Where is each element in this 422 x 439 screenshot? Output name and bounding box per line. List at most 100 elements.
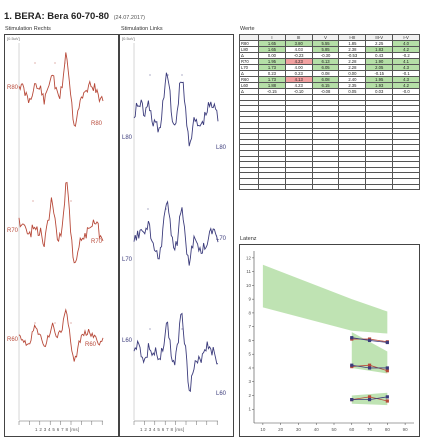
unit-label-left: [0.5uV]	[122, 36, 135, 41]
report-date: (24.07.2017)	[113, 15, 145, 21]
values-empty-row	[239, 144, 420, 151]
values-empty-cell	[392, 99, 420, 107]
y-tick-label: 1	[248, 407, 251, 412]
x-tick-label: 70	[367, 427, 373, 432]
x-tick-label: 60	[349, 427, 355, 432]
normal-band-iii	[351, 332, 388, 374]
panel-title-left: Stimulation Links	[121, 26, 163, 32]
values-empty-cell	[239, 99, 259, 107]
trace-r70	[18, 181, 104, 264]
y-tick-label: 9	[248, 297, 251, 302]
values-empty-cell	[239, 183, 259, 191]
values-empty-row	[239, 110, 420, 118]
values-empty-cell	[392, 105, 420, 112]
x-tick-label: 90	[403, 427, 409, 432]
values-empty-cell	[392, 94, 420, 101]
values-empty-cell	[258, 183, 286, 191]
values-empty-cell	[311, 183, 340, 191]
values-row: L60 1.88 4.23 6.15 2.35 1.93 4.2	[239, 82, 420, 89]
report-title-text: 1. BERA: Bera 60-70-80	[4, 11, 110, 22]
latency-point	[367, 363, 372, 367]
waveforms-left	[133, 43, 219, 425]
values-empty-cell	[392, 183, 420, 191]
normal-band-i	[262, 264, 388, 334]
values-empty-cell	[239, 94, 259, 101]
values-row: R80 1.65 3.80 5.55 1.85 2.25 4.0	[239, 40, 420, 47]
values-row-label: Δ	[239, 88, 259, 95]
values-row: R70 1.95 4.23 6.13 2.28 1.90 4.1	[239, 58, 420, 65]
x-tick-label: 80	[385, 427, 391, 432]
y-tick-label: 5	[248, 352, 251, 357]
x-tick-label: 20	[278, 427, 284, 432]
values-row: L80 1.65 4.03 5.85 2.38 1.83 4.2	[239, 46, 420, 53]
x-tick-label: 30	[296, 427, 302, 432]
x-tick-label: 10	[260, 427, 266, 432]
y-tick-label: 4	[248, 365, 251, 370]
report-title: 1. BERA: Bera 60-70-80 (24.07.2017)	[4, 11, 145, 22]
values-row: Δ -0.15 -0.10 -0.08 0.05 0.03 -0.0	[239, 88, 420, 95]
latency-point	[367, 366, 372, 370]
y-tick-label: 8	[248, 310, 251, 315]
latency-point	[385, 399, 389, 403]
trace-r60	[18, 308, 104, 362]
latency-point	[385, 395, 389, 399]
trace-label-r60-right: R60	[85, 342, 97, 348]
panel-title-right: Stimulation Rechts	[5, 26, 51, 32]
values-empty-cell	[365, 183, 394, 191]
values-title: Werte	[240, 26, 255, 32]
values-empty-row	[239, 116, 420, 123]
y-tick-label: 3	[248, 379, 251, 384]
unit-label-right: [0.5uV]	[7, 36, 20, 41]
values-empty-cell	[239, 116, 259, 123]
latency-chart-panel: 1 2 3 4 5 6 7 8 9 10 11 12 10 20 30 40 50 60 70 80 90	[239, 244, 420, 437]
y-tick-label: 10	[246, 283, 252, 288]
y-tick-label: 7	[248, 324, 251, 329]
latency-point	[367, 398, 372, 402]
trace-label-l80-left: L80	[122, 135, 133, 141]
values-empty-cell	[239, 105, 259, 112]
trace-l60	[133, 312, 219, 393]
trace-label-r80-left: R80	[7, 85, 19, 91]
y-tick-label: 12	[246, 255, 252, 260]
latency-point	[385, 366, 389, 370]
latency-point	[350, 336, 354, 340]
values-table-wrap: I III V I-III III-V I-V R80 1.65 3.80 5.55 1.85 2.…	[239, 34, 420, 191]
trace-label-r60-left: R60	[7, 337, 19, 343]
values-empty-cell	[338, 183, 367, 191]
values-empty-row	[239, 94, 420, 101]
y-tick-label: 6	[248, 338, 251, 343]
trace-l70	[133, 200, 219, 266]
trace-label-r80-right: R80	[91, 121, 103, 127]
values-empty-row	[239, 138, 420, 146]
values-empty-cell	[239, 110, 259, 118]
latency-point	[385, 369, 389, 373]
values-table: I III V I-III III-V I-V R80 1.65 3.80 5.55 1.85 2.…	[239, 34, 420, 191]
values-empty-row	[239, 105, 420, 112]
values-empty-row	[239, 122, 420, 129]
values-empty-row	[239, 183, 420, 191]
latency-point	[350, 363, 354, 367]
values-empty-row	[239, 166, 420, 174]
time-axis-right: 1 2 3 4 5 6 7 8 [ms]	[35, 427, 80, 432]
stimulation-right-panel: [0.5uV] R80 R80 R70 R70 R60 R60 1 2 3 4 …	[4, 34, 119, 437]
x-tick-label: 40	[314, 427, 320, 432]
values-empty-row	[239, 99, 420, 107]
trace-label-l80-right: L80	[216, 145, 227, 151]
latency-point	[385, 340, 389, 345]
trace-l80	[133, 72, 219, 147]
y-tick-label: 11	[246, 269, 251, 274]
trace-label-l60-left: L60	[122, 338, 133, 344]
latency-point	[367, 338, 372, 343]
values-empty-cell	[392, 116, 420, 123]
waveforms-right	[18, 43, 104, 425]
values-empty-cell	[392, 122, 420, 129]
y-tick-label: 2	[248, 393, 251, 398]
latency-point	[367, 395, 372, 399]
stimulation-left-panel: [0.5uV] L80 L80 L70 L70 L60 L60 1 2 3 4 …	[119, 34, 234, 437]
trace-label-r70-right: R70	[91, 239, 103, 245]
trace-label-l70-right: L70	[216, 236, 227, 242]
values-empty-cell	[392, 110, 420, 118]
latency-point	[350, 398, 354, 402]
values-cell: -0.0	[392, 88, 420, 95]
